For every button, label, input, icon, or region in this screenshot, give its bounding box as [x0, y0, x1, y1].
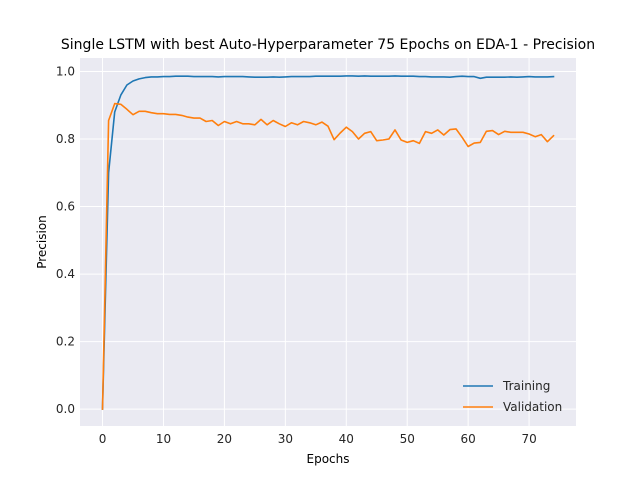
x-tick-label: 30 — [278, 432, 293, 446]
y-tick-label: 0.6 — [56, 200, 75, 214]
y-axis-ticks: 0.0 0.2 0.4 0.6 0.8 1.0 — [56, 65, 75, 417]
legend: Training Validation — [463, 379, 562, 414]
series-line-training — [101, 75, 555, 410]
grid-lines — [80, 58, 576, 426]
y-tick-label: 0.2 — [56, 335, 75, 349]
x-tick-label: 60 — [461, 432, 476, 446]
x-tick-label: 40 — [339, 432, 354, 446]
y-axis-label: Precision — [35, 215, 49, 269]
y-tick-label: 0.4 — [56, 267, 75, 281]
plot-area — [80, 58, 576, 426]
x-axis-label: Epochs — [307, 452, 350, 466]
y-tick-label: 1.0 — [56, 65, 75, 79]
x-tick-label: 10 — [156, 432, 171, 446]
legend-label-validation: Validation — [503, 400, 562, 414]
legend-label-training: Training — [502, 379, 550, 393]
y-tick-label: 0.0 — [56, 402, 75, 416]
chart-title: Single LSTM with best Auto-Hyperparamete… — [61, 37, 595, 53]
series-line-validation — [101, 102, 555, 410]
x-tick-label: 70 — [521, 432, 536, 446]
x-axis-ticks: 0 10 20 30 40 50 60 70 — [99, 432, 537, 446]
x-tick-label: 20 — [217, 432, 232, 446]
x-tick-label: 50 — [400, 432, 415, 446]
series-lines — [101, 75, 555, 410]
x-tick-label: 0 — [99, 432, 107, 446]
y-tick-label: 0.8 — [56, 132, 75, 146]
